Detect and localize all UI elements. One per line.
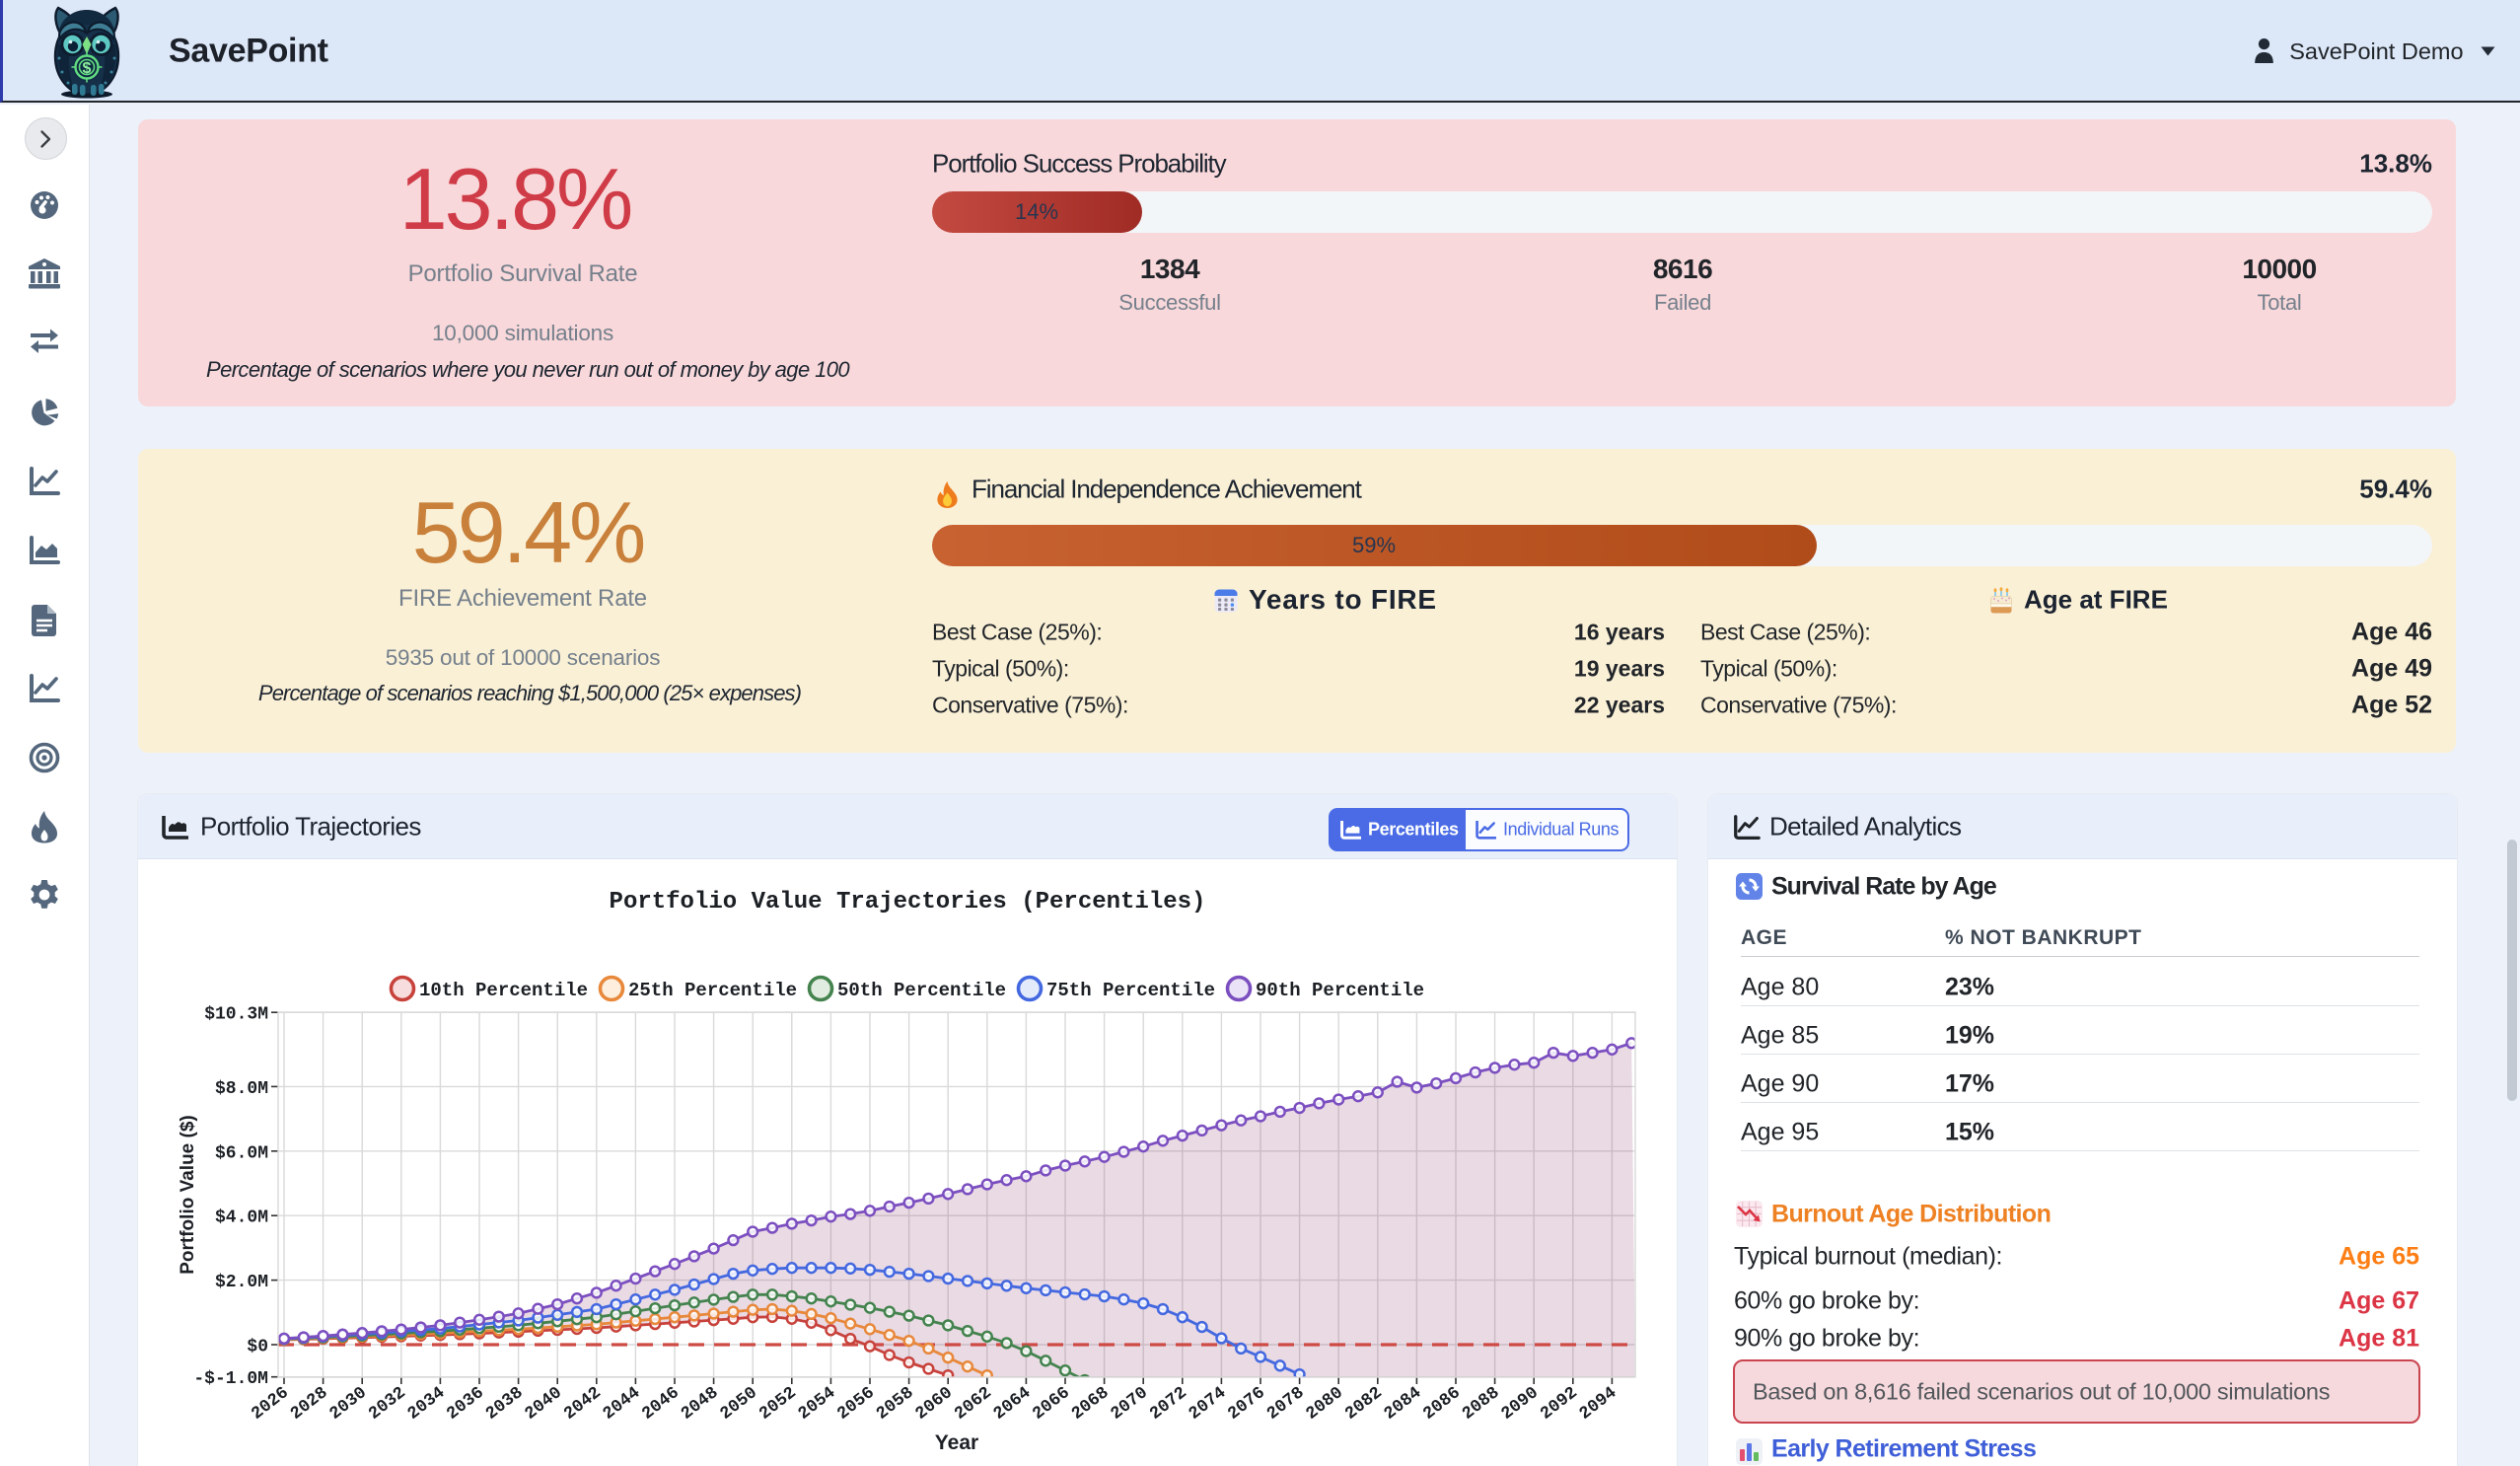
- svg-text:2062: 2062: [951, 1383, 995, 1425]
- svg-text:2060: 2060: [911, 1383, 956, 1425]
- svg-text:2086: 2086: [1419, 1383, 1464, 1425]
- svg-text:2068: 2068: [1068, 1383, 1113, 1425]
- svg-text:2090: 2090: [1497, 1383, 1542, 1425]
- svg-text:2052: 2052: [756, 1383, 800, 1425]
- svg-text:2026: 2026: [248, 1383, 292, 1425]
- svg-text:$6.0M: $6.0M: [215, 1143, 268, 1163]
- svg-text:2078: 2078: [1263, 1383, 1308, 1425]
- svg-text:2054: 2054: [795, 1383, 839, 1425]
- svg-text:2064: 2064: [990, 1383, 1035, 1425]
- svg-text:2030: 2030: [325, 1383, 370, 1425]
- svg-text:2080: 2080: [1302, 1383, 1346, 1425]
- svg-text:$4.0M: $4.0M: [215, 1209, 268, 1228]
- svg-text:2066: 2066: [1029, 1383, 1073, 1425]
- svg-text:$2.0M: $2.0M: [215, 1273, 268, 1292]
- svg-text:2040: 2040: [521, 1383, 565, 1425]
- svg-text:10th Percentile: 10th Percentile: [419, 980, 588, 1001]
- svg-text:$: $: [83, 60, 92, 77]
- svg-text:75th Percentile: 75th Percentile: [1046, 980, 1215, 1001]
- svg-text:90th Percentile: 90th Percentile: [1256, 980, 1424, 1001]
- svg-text:2084: 2084: [1381, 1383, 1425, 1425]
- svg-text:2092: 2092: [1537, 1383, 1581, 1425]
- svg-text:2070: 2070: [1107, 1383, 1151, 1425]
- svg-text:2058: 2058: [873, 1383, 917, 1425]
- svg-text:Portfolio Value ($): Portfolio Value ($): [178, 1115, 198, 1275]
- svg-text:2082: 2082: [1341, 1383, 1386, 1425]
- svg-text:2044: 2044: [600, 1383, 644, 1425]
- svg-text:2088: 2088: [1459, 1383, 1503, 1425]
- svg-text:2072: 2072: [1146, 1383, 1190, 1425]
- svg-text:2076: 2076: [1224, 1383, 1268, 1425]
- svg-text:2032: 2032: [365, 1383, 409, 1425]
- svg-text:50th Percentile: 50th Percentile: [837, 980, 1006, 1001]
- svg-text:2042: 2042: [560, 1383, 605, 1425]
- svg-text:-$-1.0M: -$-1.0M: [193, 1369, 268, 1389]
- svg-text:$8.0M: $8.0M: [215, 1079, 268, 1099]
- svg-text:Portfolio Value Trajectories (: Portfolio Value Trajectories (Percentile…: [610, 889, 1206, 916]
- svg-text:2094: 2094: [1576, 1383, 1620, 1425]
- svg-text:25th Percentile: 25th Percentile: [628, 980, 797, 1001]
- svg-text:2046: 2046: [638, 1383, 683, 1425]
- svg-text:$0: $0: [247, 1338, 268, 1357]
- svg-text:$10.3M: $10.3M: [204, 1005, 268, 1025]
- svg-text:2028: 2028: [287, 1383, 331, 1425]
- svg-text:2038: 2038: [482, 1383, 527, 1425]
- svg-text:2036: 2036: [443, 1383, 487, 1425]
- svg-text:2048: 2048: [678, 1383, 722, 1425]
- svg-text:2074: 2074: [1186, 1383, 1230, 1425]
- svg-text:Year: Year: [935, 1431, 978, 1454]
- svg-text:2050: 2050: [716, 1383, 760, 1425]
- svg-text:2034: 2034: [404, 1383, 449, 1425]
- svg-text:2056: 2056: [833, 1383, 878, 1425]
